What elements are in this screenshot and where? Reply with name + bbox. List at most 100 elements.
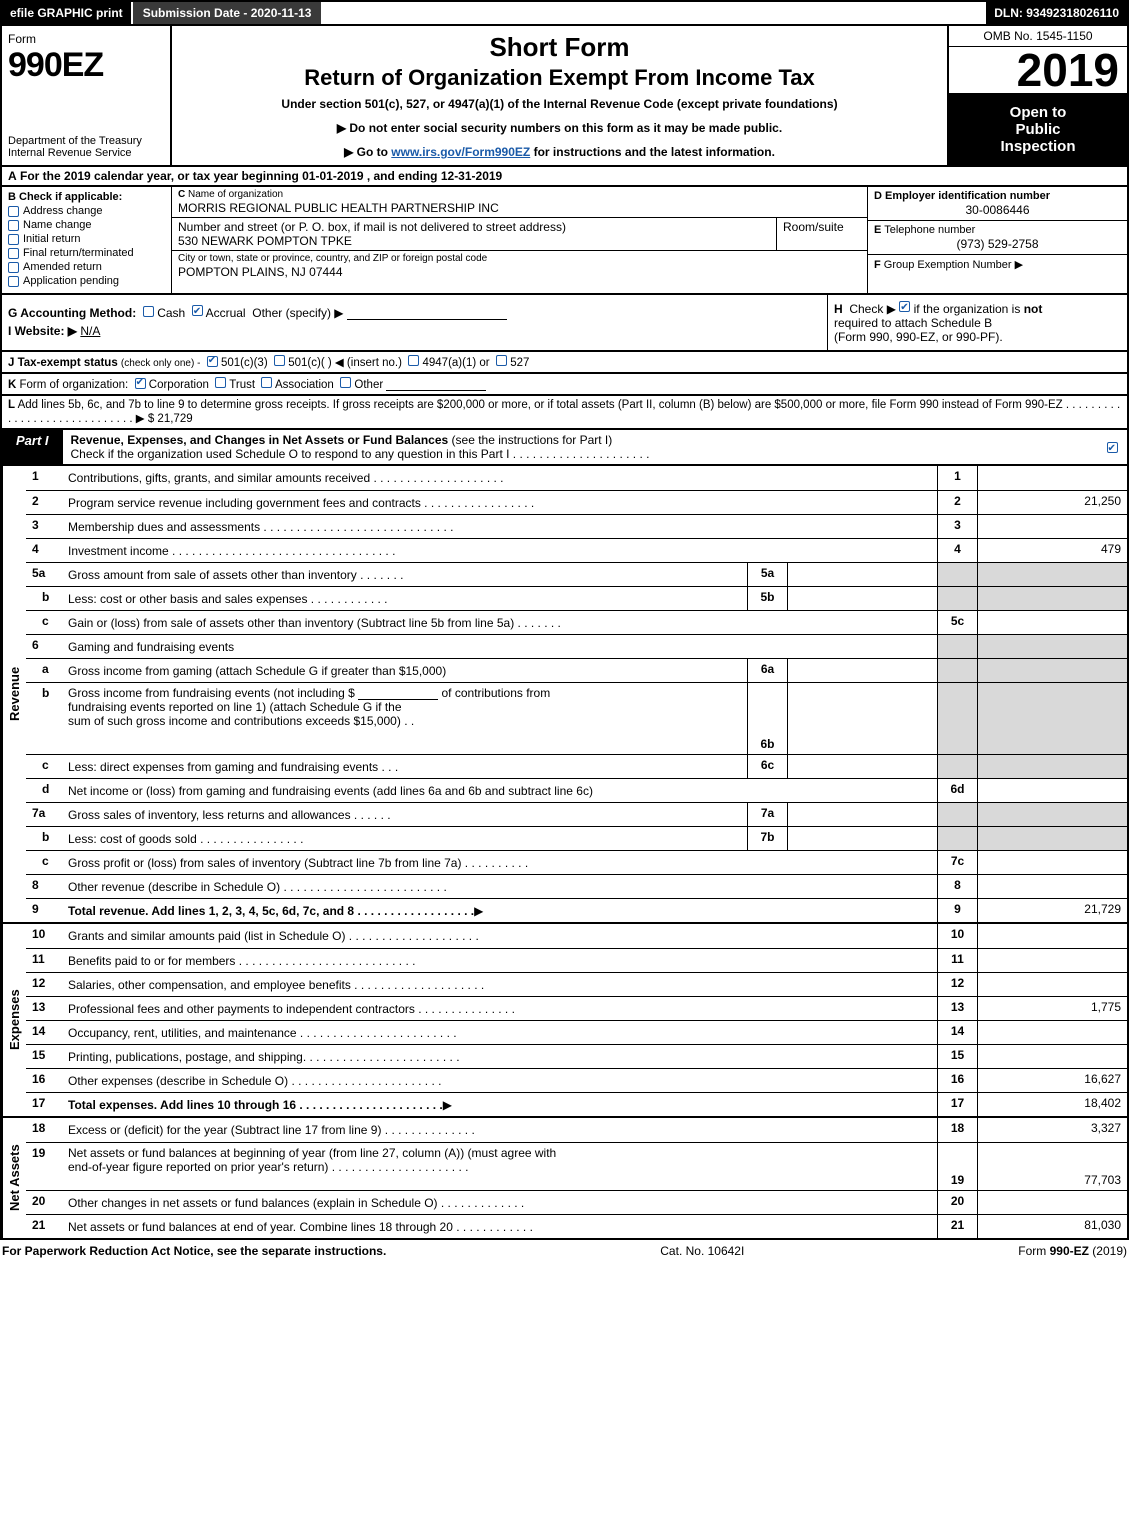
row-num: 21 bbox=[26, 1215, 64, 1238]
g-other: Other (specify) ▶ bbox=[252, 306, 343, 320]
row-subamt bbox=[787, 803, 937, 826]
chk-name-change[interactable]: Name change bbox=[8, 219, 165, 231]
j-opt3: 4947(a)(1) or bbox=[423, 357, 490, 369]
h-prefix: H bbox=[834, 302, 843, 316]
no-ssn-text: ▶ Do not enter social security numbers o… bbox=[180, 121, 939, 135]
h-text4: (Form 990, 990-EZ, or 990-PF). bbox=[834, 330, 1003, 344]
row-7a: 7a Gross sales of inventory, less return… bbox=[26, 802, 1127, 826]
row-1: 1 Contributions, gifts, grants, and simi… bbox=[26, 466, 1127, 490]
row-num: 7a bbox=[26, 803, 64, 826]
row-amt-lbl bbox=[937, 755, 977, 778]
checkbox-icon[interactable] bbox=[899, 301, 910, 312]
checkbox-icon[interactable] bbox=[207, 356, 218, 367]
row-amt: 81,030 bbox=[977, 1215, 1127, 1238]
row-num: 11 bbox=[26, 949, 64, 972]
h-text2: if the organization is bbox=[914, 302, 1021, 316]
chk-amended-return[interactable]: Amended return bbox=[8, 261, 165, 273]
row-subamt-lbl: 6a bbox=[747, 659, 787, 682]
row-amt bbox=[977, 924, 1127, 948]
row-amt bbox=[977, 779, 1127, 802]
checkbox-icon[interactable] bbox=[274, 355, 285, 366]
row-subamt bbox=[787, 755, 937, 778]
h-text3: required to attach Schedule B bbox=[834, 316, 992, 330]
row-subamt-lbl: 6b bbox=[747, 683, 787, 754]
chk-application-pending[interactable]: Application pending bbox=[8, 275, 165, 287]
h-block: H Check ▶ if the organization is not req… bbox=[827, 295, 1127, 350]
row-amt bbox=[977, 683, 1127, 754]
row-desc: Occupancy, rent, utilities, and maintena… bbox=[64, 1021, 937, 1044]
k-opt-corp: Corporation bbox=[149, 379, 209, 391]
row-amt bbox=[977, 827, 1127, 850]
row-subamt-lbl: 6c bbox=[747, 755, 787, 778]
efile-print-label[interactable]: efile GRAPHIC print bbox=[2, 2, 131, 24]
row-amt: 77,703 bbox=[977, 1143, 1127, 1190]
net-assets-rows: 18 Excess or (deficit) for the year (Sub… bbox=[26, 1118, 1127, 1238]
chk-initial-return[interactable]: Initial return bbox=[8, 233, 165, 245]
revenue-rows: 1 Contributions, gifts, grants, and simi… bbox=[26, 466, 1127, 922]
row-desc: Gross income from fundraising events (no… bbox=[64, 683, 747, 754]
part1-schedule-o-check[interactable] bbox=[1097, 430, 1127, 464]
k-other-blank[interactable] bbox=[386, 377, 486, 391]
row-amt-lbl bbox=[937, 827, 977, 850]
row-desc: Excess or (deficit) for the year (Subtra… bbox=[64, 1118, 937, 1142]
tax-year: 2019 bbox=[949, 47, 1127, 94]
dln-label: DLN: 93492318026110 bbox=[986, 2, 1127, 24]
under-section-text: Under section 501(c), 527, or 4947(a)(1)… bbox=[180, 97, 939, 111]
chk-final-return[interactable]: Final return/terminated bbox=[8, 247, 165, 259]
j-opt4: 527 bbox=[510, 357, 529, 369]
row-desc: Printing, publications, postage, and shi… bbox=[64, 1045, 937, 1068]
row-num: b bbox=[26, 587, 64, 610]
city-lbl: City or town, state or province, country… bbox=[178, 253, 861, 264]
row-amt-lbl: 1 bbox=[937, 466, 977, 490]
row-subamt bbox=[787, 659, 937, 682]
row-desc: Gross amount from sale of assets other t… bbox=[64, 563, 747, 586]
row-desc: Net income or (loss) from gaming and fun… bbox=[64, 779, 937, 802]
header-left: Form 990EZ Department of the Treasury In… bbox=[2, 26, 172, 165]
row-6d: d Net income or (loss) from gaming and f… bbox=[26, 778, 1127, 802]
checkbox-icon[interactable] bbox=[135, 378, 146, 389]
chk-address-change[interactable]: Address change bbox=[8, 205, 165, 217]
part1-header: Part I Revenue, Expenses, and Changes in… bbox=[0, 430, 1129, 466]
footer-mid: Cat. No. 10642I bbox=[386, 1244, 1018, 1258]
row-num: 15 bbox=[26, 1045, 64, 1068]
form-header: Form 990EZ Department of the Treasury In… bbox=[0, 24, 1129, 167]
row-desc: Gaming and fundraising events bbox=[64, 635, 937, 658]
row-num: 10 bbox=[26, 924, 64, 948]
row-num: 3 bbox=[26, 515, 64, 538]
row-amt bbox=[977, 851, 1127, 874]
checkbox-icon[interactable] bbox=[215, 377, 226, 388]
ghi-left: G Accounting Method: Cash Accrual Other … bbox=[2, 295, 827, 350]
chk-label: Initial return bbox=[23, 233, 80, 245]
row-amt-lbl: 15 bbox=[937, 1045, 977, 1068]
row-amt-lbl: 7c bbox=[937, 851, 977, 874]
street-value: 530 NEWARK POMPTON TPKE bbox=[178, 234, 770, 248]
row-20: 20 Other changes in net assets or fund b… bbox=[26, 1190, 1127, 1214]
g-other-blank[interactable] bbox=[347, 306, 507, 320]
row-a-text: For the 2019 calendar year, or tax year … bbox=[20, 169, 502, 183]
g-label: G Accounting Method: bbox=[8, 306, 136, 320]
checkbox-icon[interactable] bbox=[496, 355, 507, 366]
irs-link[interactable]: www.irs.gov/Form990EZ bbox=[391, 145, 530, 159]
r6b-d1: Gross income from fundraising events (no… bbox=[68, 686, 355, 700]
checkbox-icon bbox=[8, 276, 19, 287]
row-4: 4 Investment income . . . . . . . . . . … bbox=[26, 538, 1127, 562]
row-19: 19 Net assets or fund balances at beginn… bbox=[26, 1142, 1127, 1190]
f-prefix: F bbox=[874, 259, 881, 271]
r19-d1: Net assets or fund balances at beginning… bbox=[68, 1146, 556, 1160]
row-desc-text: Total revenue. Add lines 1, 2, 3, 4, 5c,… bbox=[68, 904, 474, 918]
checkbox-icon[interactable] bbox=[143, 306, 154, 317]
c-name-lbl: Name of organization bbox=[188, 189, 283, 200]
checkbox-icon[interactable] bbox=[408, 355, 419, 366]
row-5a: 5a Gross amount from sale of assets othe… bbox=[26, 562, 1127, 586]
net-assets-section: Net Assets 18 Excess or (deficit) for th… bbox=[0, 1118, 1129, 1240]
checkbox-icon[interactable] bbox=[261, 377, 272, 388]
website-value: N/A bbox=[80, 324, 100, 338]
row-desc: Contributions, gifts, grants, and simila… bbox=[64, 466, 937, 490]
r6b-blank[interactable] bbox=[358, 686, 438, 700]
checkbox-icon[interactable] bbox=[192, 305, 203, 316]
open-to-public-badge: Open to Public Inspection bbox=[949, 94, 1127, 165]
row-amt bbox=[977, 515, 1127, 538]
checkbox-icon[interactable] bbox=[340, 377, 351, 388]
row-13: 13 Professional fees and other payments … bbox=[26, 996, 1127, 1020]
row-amt: 18,402 bbox=[977, 1093, 1127, 1116]
